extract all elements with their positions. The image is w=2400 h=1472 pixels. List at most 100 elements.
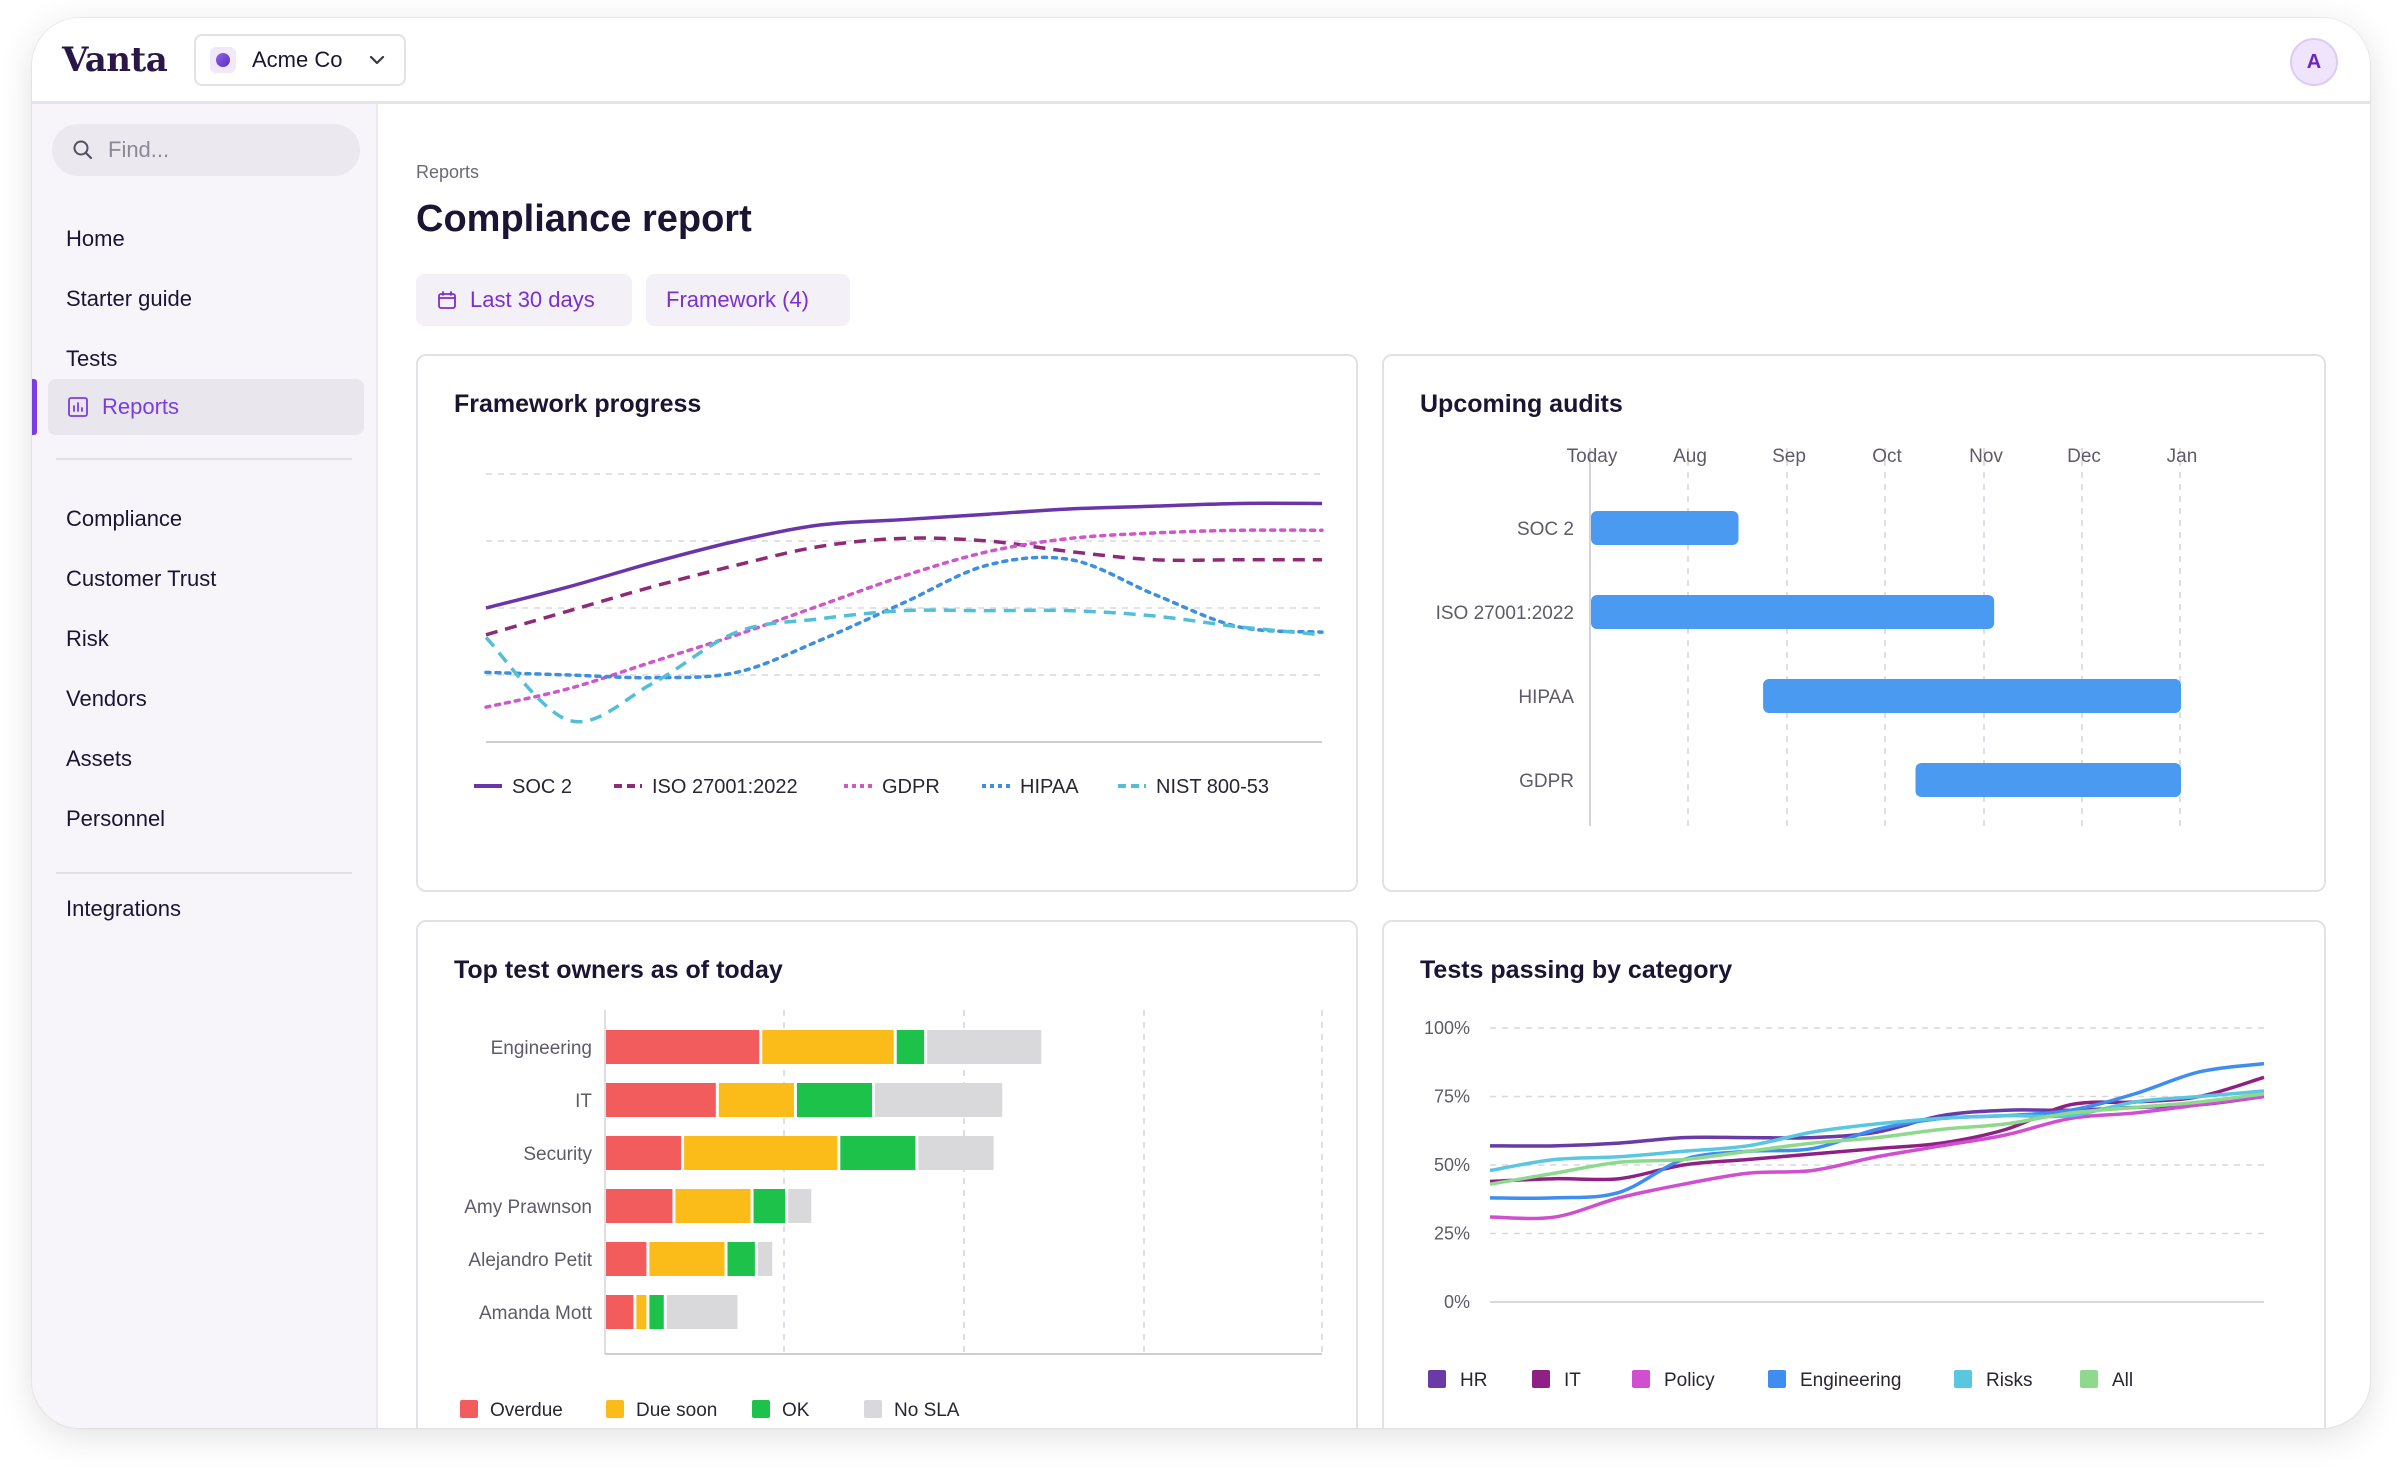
audit-bar: [1591, 595, 1995, 629]
bar-segment: [606, 1083, 716, 1117]
legend-swatch: [1768, 1370, 1786, 1388]
legend-swatch: [2080, 1370, 2098, 1388]
sidebar-item-compliance[interactable]: Compliance: [66, 506, 183, 531]
framework-filter[interactable]: Framework (4): [646, 274, 850, 326]
y-tick-label: 50%: [1434, 1155, 1470, 1175]
legend-label: Engineering: [1800, 1370, 1901, 1391]
sidebar-item-assets[interactable]: Assets: [66, 746, 133, 771]
legend-label: Due soon: [636, 1400, 717, 1421]
date-range-filter[interactable]: Last 30 days: [416, 274, 632, 326]
audit-bar: [1763, 679, 2181, 713]
category-label: HIPAA: [1518, 687, 1574, 708]
series-line-4: [1489, 1089, 2265, 1173]
framework-filter-label: Framework (4): [666, 287, 810, 312]
bar-segment: [649, 1242, 725, 1276]
category-label: SOC 2: [1517, 519, 1574, 540]
x-tick-label: Jan: [2167, 446, 2198, 467]
framework-progress-card: Framework progress SOC 2 ISO 27001:2022 GD…: [416, 354, 1358, 892]
y-tick-label: 100%: [1424, 1018, 1470, 1038]
bar-segment: [684, 1136, 838, 1170]
sidebar-item-starter-guide[interactable]: Starter guide: [66, 286, 192, 311]
bar-segment: [788, 1189, 812, 1223]
legend-label: No SLA: [894, 1400, 960, 1421]
upcoming-audits-chart: Today Aug Sep Oct Nov Dec Jan SOC 2 ISO 27001:2…: [1436, 446, 2198, 826]
card-title: Top test owners as of today: [454, 956, 783, 984]
sidebar-item-customer-trust[interactable]: Customer Trust: [66, 566, 217, 591]
series-line-5: [1489, 1092, 2265, 1186]
sidebar-item-personnel[interactable]: Personnel: [66, 806, 166, 831]
bar-segment: [666, 1295, 738, 1329]
legend-swatch: [1632, 1370, 1650, 1388]
series-line-3: [1489, 1061, 2265, 1201]
sidebar-item-reports[interactable]: Reports: [48, 379, 364, 435]
y-tick-label: 25%: [1434, 1224, 1470, 1244]
reports-icon: [68, 397, 88, 417]
sidebar-divider: [56, 872, 352, 874]
bar-segment: [875, 1083, 1003, 1117]
legend-label: IT: [1564, 1370, 1581, 1391]
legend-swatch: [1954, 1370, 1972, 1388]
sidebar-item-tests[interactable]: Tests: [66, 346, 118, 371]
x-tick-label: Oct: [1872, 446, 1902, 467]
category-label: Security: [523, 1144, 592, 1165]
series-line-1: [485, 536, 1322, 637]
legend-label: SOC 2: [512, 776, 572, 798]
series-line-3: [484, 555, 1324, 680]
top-bar: Vanta Acme Co A: [32, 18, 2370, 104]
org-icon: [210, 47, 236, 73]
bar-segment: [718, 1083, 794, 1117]
card-title: Tests passing by category: [1420, 956, 1733, 984]
category-label: Amanda Mott: [479, 1303, 593, 1324]
sidebar-item-vendors[interactable]: Vendors: [66, 686, 147, 711]
legend-label: HIPAA: [1020, 776, 1079, 798]
legend-label: Risks: [1986, 1370, 2032, 1391]
series-line-2: [1489, 1094, 2265, 1221]
tests-passing-card: Tests passing by category 100% 75% 50% 25% 0…: [1382, 920, 2326, 1428]
main-content: Reports Compliance report Last 30 days F…: [378, 104, 2370, 1428]
audit-bar: [1915, 763, 2181, 797]
bar-segment: [636, 1295, 647, 1329]
active-indicator: [32, 379, 37, 435]
bar-segment: [606, 1295, 634, 1329]
x-tick-label: Dec: [2067, 446, 2101, 467]
legend-swatch: [606, 1400, 624, 1418]
sidebar-item-label: Reports: [102, 394, 180, 419]
sidebar-item-risk[interactable]: Risk: [66, 626, 109, 651]
category-label: IT: [575, 1091, 592, 1112]
sidebar-item-home[interactable]: Home: [66, 226, 125, 251]
bar-segment: [606, 1189, 673, 1223]
framework-progress-chart: SOC 2 ISO 27001:2022 GDPR HIPAA NIST 800-53: [474, 473, 1324, 798]
legend-swatch: [1428, 1370, 1446, 1388]
avatar[interactable]: A: [2290, 38, 2338, 86]
legend-label: OK: [782, 1400, 810, 1421]
bar-segment: [606, 1030, 760, 1064]
bar-segment: [840, 1136, 916, 1170]
legend-swatch: [460, 1400, 478, 1418]
series-line-4: [484, 608, 1323, 724]
bar-segment: [927, 1030, 1042, 1064]
legend-label: Policy: [1664, 1370, 1715, 1391]
legend-swatch: [1532, 1370, 1550, 1388]
y-tick-label: 0%: [1444, 1292, 1470, 1312]
sidebar: Find... Home Starter guide Tests Reports…: [32, 104, 378, 1428]
legend-label: NIST 800-53: [1156, 776, 1269, 798]
org-name: Acme Co: [252, 47, 343, 72]
bar-segment: [762, 1030, 894, 1064]
y-tick-label: 75%: [1434, 1087, 1470, 1107]
legend-label: All: [2112, 1370, 2133, 1391]
org-switcher[interactable]: Acme Co: [194, 34, 406, 86]
bar-segment: [649, 1295, 664, 1329]
breadcrumb[interactable]: Reports: [416, 162, 480, 182]
bar-segment: [896, 1030, 925, 1064]
category-label: Amy Prawnson: [464, 1197, 592, 1218]
legend-label: ISO 27001:2022: [652, 776, 798, 798]
sidebar-divider: [56, 458, 352, 460]
audit-bar: [1591, 511, 1739, 545]
sidebar-item-integrations[interactable]: Integrations: [66, 896, 181, 921]
legend-swatch: [752, 1400, 770, 1418]
search-input[interactable]: Find...: [52, 124, 360, 176]
calendar-icon: [438, 291, 456, 309]
app-window: Vanta Acme Co A Find... Home Starter gui…: [32, 18, 2370, 1428]
vanta-logo[interactable]: Vanta: [62, 40, 168, 80]
category-label: Alejandro Petit: [468, 1250, 592, 1271]
